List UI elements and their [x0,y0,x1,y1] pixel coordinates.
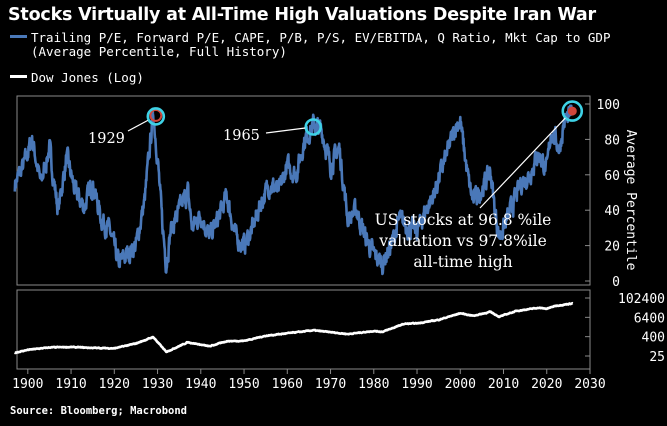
x-tick-label: 2020 [531,377,562,392]
callout-line-2: valuation vs 97.8%ile [378,232,547,250]
peak-1965-circle [304,118,323,136]
callout-line-1: US stocks at 96.8 %ile [375,211,552,229]
x-tick-label: 1930 [142,377,173,392]
valuation-y-tick-label: 80 [604,133,620,148]
x-tick-label: 1980 [358,377,389,392]
valuation-y-tick-label: 20 [604,240,620,255]
legend-dow-swatch [10,75,27,78]
chart-marks [127,100,584,209]
dow-y-tick-label: 400 [642,331,665,346]
legend-valuation-swatch [10,35,27,38]
x-tick-label: 1990 [401,377,432,392]
valuation-y-tick-label: 0 [612,275,620,290]
valuation-y-tick-label: 100 [597,98,620,113]
chart-title: Stocks Virtually at All-Time High Valuat… [8,5,596,25]
annotation-1965: 1965 [223,128,260,144]
dow-y-tick-label: 102400 [618,292,665,307]
dow-series-line [13,301,574,355]
source-note: Source: Bloomberg; Macrobond [10,405,188,417]
arrow-1929 [127,119,149,132]
arrow-current [479,117,566,209]
valuation-series-line [13,104,574,276]
peak-1929-red-marker [149,108,163,122]
x-tick-label: 1970 [315,377,346,392]
x-tick-label: 2000 [445,377,476,392]
x-axis: 1900 1910 1920 1930 1940 1950 1960 1970 1980 1990… [12,369,606,392]
x-tick-label: 2030 [574,377,605,392]
current-circle [561,100,584,122]
x-tick-label: 2010 [488,377,519,392]
current-red-marker [567,106,577,116]
dow-y-tick-label: 25 [649,350,665,365]
dow-y-tick-label: 6400 [634,311,665,326]
x-tick-label: 1900 [12,377,43,392]
dow-panel-border [16,289,591,370]
legend-dow-label: Dow Jones (Log) [31,70,144,85]
valuation-y-axis: 0 20 40 60 80 100 [585,98,620,290]
callout-line-3: all-time high [413,253,512,271]
peak-1929-circle [146,107,166,126]
legend-dow: Dow Jones (Log) [10,71,144,85]
x-tick-label: 1950 [228,377,259,392]
valuation-panel-border [16,95,591,286]
arrow-1965 [265,127,306,134]
valuation-y-tick-label: 40 [604,204,620,219]
dow-y-axis: 25 400 6400 102400 [585,292,665,365]
valuation-y-axis-label: Average Percentile [623,130,638,271]
legend-valuation-label-line2: (Average Percentile, Full History) [31,44,287,59]
legend-valuation-label-line1: Trailing P/E, Forward P/E, CAPE, P/B, P/… [31,30,611,45]
chart-frame [16,95,591,370]
x-tick-label: 1960 [272,377,303,392]
x-tick-label: 1910 [55,377,86,392]
annotation-1929: 1929 [88,131,125,147]
x-tick-label: 1940 [185,377,216,392]
valuation-y-tick-label: 60 [604,169,620,184]
x-tick-label: 1920 [99,377,130,392]
legend-valuation: Trailing P/E, Forward P/E, CAPE, P/B, P/… [10,31,610,59]
